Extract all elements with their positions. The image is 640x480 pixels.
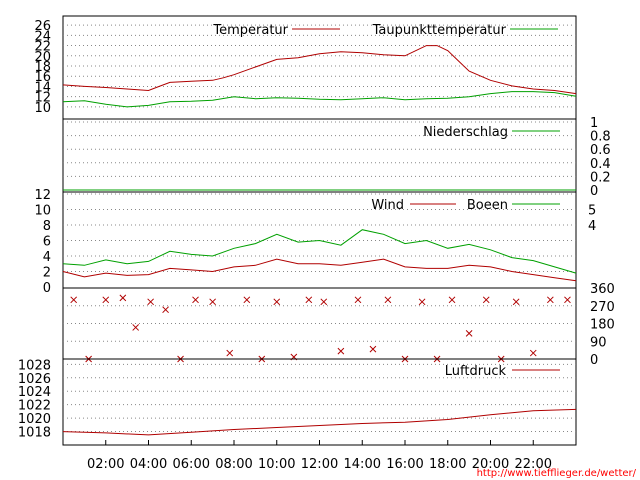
direction-point: [546, 296, 554, 304]
y-tick-label: 16: [34, 70, 51, 85]
x-tick-label: 04:00: [130, 457, 167, 472]
x-tick-label: 12:00: [301, 457, 338, 472]
y-tick-label: 14: [34, 80, 51, 95]
direction-point: [465, 330, 473, 337]
y-tick-label: 18: [34, 60, 51, 75]
direction-point: [70, 296, 78, 304]
series-line-temperatur: [62, 45, 577, 95]
direction-point: [320, 298, 328, 306]
x-tick-label: 18:00: [429, 457, 466, 472]
direction-point: [482, 296, 490, 304]
y-tick-label: 22: [34, 40, 51, 55]
direction-point: [384, 296, 392, 304]
y-tick-label: 0.6: [590, 143, 611, 158]
legend-label: Niederschlag: [423, 125, 508, 140]
direction-point: [273, 298, 281, 306]
x-tick-label: 20:00: [472, 457, 509, 472]
y-tick-label: 20: [34, 50, 51, 65]
source-url: http://www.tiefflieger.de/wetter/: [477, 468, 637, 479]
direction-point: [147, 298, 154, 306]
direction-point: [132, 324, 140, 331]
series-line-luftdruck: [62, 408, 577, 436]
y-tick-label: 0: [590, 353, 598, 368]
legend-label: Luftdruck: [445, 364, 507, 379]
plot-frame: [62, 15, 577, 446]
direction-point: [226, 349, 234, 357]
y-tick-label: 12: [34, 188, 51, 203]
x-tick-label: 10:00: [258, 457, 295, 472]
direction-point: [512, 298, 520, 306]
x-tick-label: 14:00: [344, 457, 381, 472]
y-tick-label: 26: [34, 19, 51, 34]
y-tick-label: 360: [590, 282, 615, 297]
x-tick-label: 02:00: [87, 457, 124, 472]
y-tick-label: 24: [34, 29, 51, 44]
direction-point: [119, 294, 127, 302]
y-tick-label: 0.4: [590, 157, 611, 172]
direction-point: [209, 298, 216, 306]
y-tick-label: 2: [43, 266, 51, 281]
legend-label: Wind: [371, 198, 404, 213]
direction-point: [529, 349, 537, 357]
direction-point: [564, 296, 571, 304]
y-tick-label: 1: [590, 116, 598, 131]
legend-label: Taupunkttemperatur: [372, 23, 507, 38]
y-tick-label: 6: [43, 235, 51, 250]
y-tick-label: 0: [590, 184, 598, 199]
y-tick-label: 8: [43, 219, 51, 234]
direction-point: [354, 296, 362, 304]
x-tick-label: 08:00: [215, 457, 252, 472]
y-tick-label: 180: [590, 318, 615, 333]
y-tick-label: 1028: [18, 358, 51, 373]
x-tick-label: 22:00: [515, 457, 552, 472]
y-tick-label: 270: [590, 300, 615, 315]
y-tick-label: 1024: [18, 385, 51, 400]
series-line-taupunkttemperatur: [62, 91, 577, 108]
y-tick-label: 0.8: [590, 130, 611, 145]
y-tick-label: 10: [34, 204, 51, 219]
series-line-boeen: [62, 229, 577, 274]
right-tick-label: 5: [588, 204, 596, 219]
y-tick-label: 10: [34, 101, 51, 116]
y-tick-label: 12: [34, 91, 51, 106]
y-tick-label: 1020: [18, 412, 51, 427]
y-tick-label: 0.2: [590, 170, 611, 185]
y-tick-label: 90: [590, 335, 607, 350]
y-tick-label: 1022: [18, 399, 51, 414]
y-tick-label: 0: [43, 281, 51, 296]
y-tick-label: 4: [43, 250, 51, 265]
direction-point: [102, 296, 110, 304]
x-tick-label: 16:00: [386, 457, 423, 472]
direction-point: [305, 296, 313, 304]
direction-point: [369, 345, 377, 353]
legend-label: Temperatur: [212, 23, 288, 38]
y-tick-label: 1018: [18, 426, 51, 441]
y-tick-label: 1026: [18, 372, 51, 387]
x-tick-label: 06:00: [173, 457, 210, 472]
direction-point: [243, 296, 251, 304]
legend-label: Boeen: [467, 198, 508, 213]
direction-point: [337, 347, 345, 355]
direction-point: [418, 298, 426, 306]
right-tick-label: 4: [588, 219, 596, 234]
direction-point: [448, 296, 456, 304]
direction-point: [162, 306, 169, 314]
series-line-wind: [62, 258, 577, 282]
direction-point: [192, 296, 199, 304]
